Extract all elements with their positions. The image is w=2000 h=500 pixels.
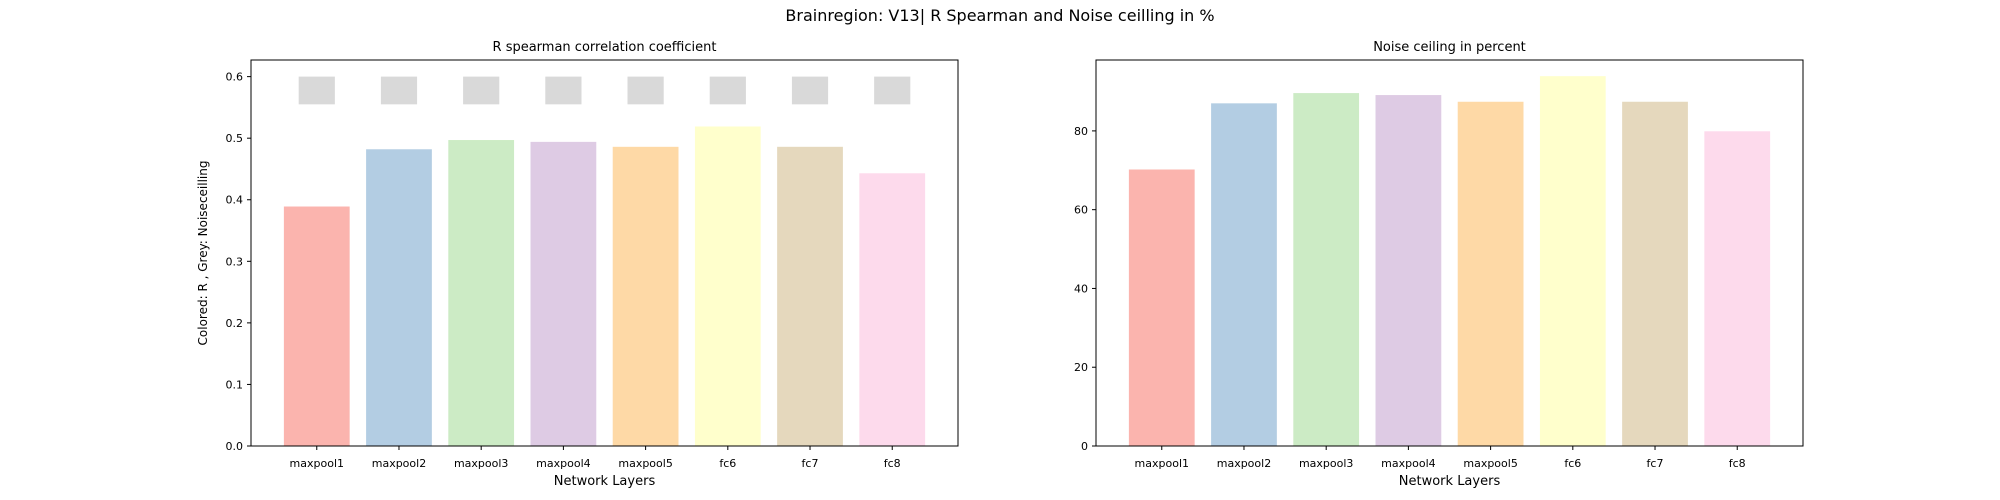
x-tick-label: fc8 xyxy=(884,457,901,470)
plot-frame xyxy=(250,59,959,447)
bar-maxpool4 xyxy=(530,141,597,446)
bar-maxpool2 xyxy=(1211,103,1277,446)
x-axis-label: Network Layers xyxy=(554,474,656,489)
x-tick-label: maxpool4 xyxy=(1381,457,1435,470)
bar-fc6 xyxy=(694,126,761,446)
x-tick-label: maxpool1 xyxy=(1135,457,1189,470)
bar-maxpool5 xyxy=(1457,101,1524,446)
x-tick-label: maxpool3 xyxy=(454,457,508,470)
y-tick-label: 0.4 xyxy=(226,194,244,207)
x-axis-label: Network Layers xyxy=(1399,474,1501,489)
noise-ceiling-bar-maxpool5 xyxy=(627,76,664,105)
bar-fc7 xyxy=(1622,101,1688,446)
y-tick-label: 0 xyxy=(1081,440,1088,453)
bar-maxpool3 xyxy=(1293,93,1360,446)
bar-maxpool3 xyxy=(448,140,515,446)
x-tick-label: fc7 xyxy=(1647,457,1664,470)
y-tick-label: 20 xyxy=(1074,361,1088,374)
y-tick-label: 80 xyxy=(1074,125,1088,138)
bar-maxpool4 xyxy=(1375,95,1442,446)
y-tick-label: 0.6 xyxy=(226,71,244,84)
chart-title: Noise ceiling in percent xyxy=(1373,40,1526,55)
x-tick-label: fc6 xyxy=(1564,457,1581,470)
y-tick-label: 60 xyxy=(1074,204,1088,217)
noise-ceiling-bar-fc7 xyxy=(791,76,829,105)
bar-fc7 xyxy=(777,146,843,446)
x-tick-label: maxpool5 xyxy=(1463,457,1517,470)
x-tick-label: maxpool5 xyxy=(618,457,672,470)
plot-frame xyxy=(1095,59,1804,447)
x-tick-label: maxpool3 xyxy=(1299,457,1353,470)
x-tick-label: maxpool1 xyxy=(290,457,344,470)
y-tick-label: 0.0 xyxy=(226,440,244,453)
x-tick-label: fc8 xyxy=(1729,457,1746,470)
noise-ceiling-bar-fc6 xyxy=(709,76,746,105)
x-tick-label: maxpool2 xyxy=(1217,457,1271,470)
x-tick-label: fc7 xyxy=(802,457,819,470)
y-tick-label: 40 xyxy=(1074,282,1088,295)
bar-maxpool2 xyxy=(366,149,432,446)
x-tick-label: maxpool2 xyxy=(372,457,426,470)
bar-maxpool1 xyxy=(1128,169,1195,446)
x-tick-label: maxpool4 xyxy=(536,457,590,470)
noise-ceiling-bar-maxpool3 xyxy=(463,76,500,105)
noise-ceiling-bar-fc8 xyxy=(874,76,911,105)
y-tick-label: 0.1 xyxy=(226,378,244,391)
figure-suptitle: Brainregion: V13| R Spearman and Noise c… xyxy=(785,6,1215,25)
bar-fc8 xyxy=(859,173,926,446)
chart-title: R spearman correlation coefficient xyxy=(493,40,717,55)
noise-ceiling-bar-maxpool4 xyxy=(545,76,582,105)
y-axis-label: Colored: R , Grey: Noiseceilling xyxy=(196,161,210,346)
bar-fc8 xyxy=(1704,131,1771,446)
y-tick-label: 0.3 xyxy=(226,255,244,268)
bar-maxpool5 xyxy=(612,146,679,446)
noise-ceiling-bar-maxpool1 xyxy=(298,76,335,105)
bar-maxpool1 xyxy=(283,206,350,446)
y-tick-label: 0.2 xyxy=(226,317,244,330)
x-tick-label: fc6 xyxy=(719,457,736,470)
bar-fc6 xyxy=(1539,76,1606,446)
noise-ceiling-bar-maxpool2 xyxy=(380,76,418,105)
y-tick-label: 0.5 xyxy=(226,132,244,145)
